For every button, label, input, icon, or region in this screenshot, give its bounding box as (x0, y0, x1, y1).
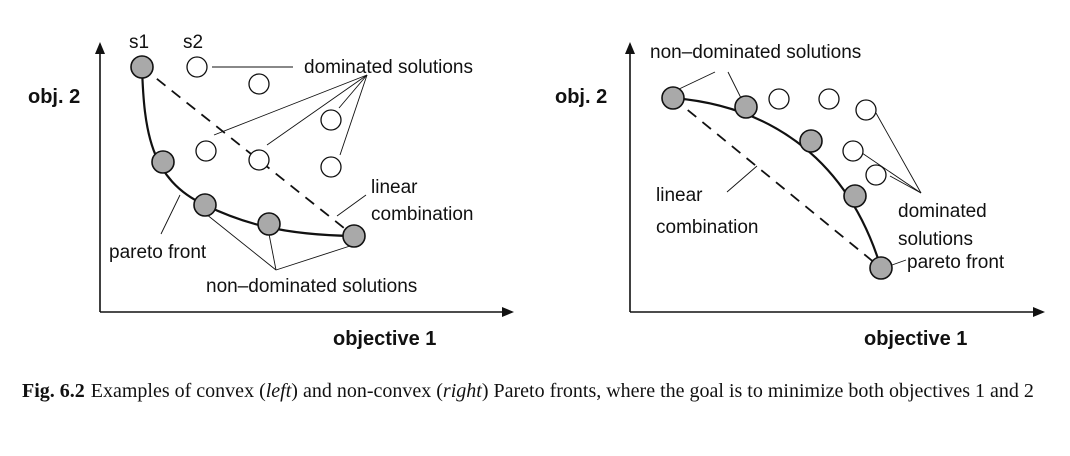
caption-text-2: ) and non-convex ( (291, 380, 443, 402)
caption-left-word: left (265, 380, 292, 402)
caption-text-1: Examples of convex ( (90, 380, 266, 402)
right-dominated-solution (818, 88, 840, 110)
left-dominated-solution (248, 149, 270, 171)
left-pareto-leader (160, 194, 181, 235)
right-nondominated-solution (799, 129, 823, 153)
right-nondominated-label: non–dominated solutions (650, 42, 861, 63)
left-panel: obj. 2 objective 1 (28, 32, 514, 350)
left-nondominated-solution-s1 (130, 55, 154, 79)
right-nondominated-solution (843, 184, 867, 208)
right-linear-label-2: combination (656, 217, 758, 238)
right-nondominated-solution (734, 95, 758, 119)
left-y-axis-label: obj. 2 (28, 86, 80, 108)
left-nondominated-solution (257, 212, 281, 236)
caption-text-3: ) Pareto fronts, where the goal is to mi… (481, 380, 1034, 402)
left-dominated-solution-s2 (186, 56, 208, 78)
pareto-figure: obj. 2 objective 1 (28, 32, 1045, 350)
right-dominated-solution (865, 164, 887, 186)
right-nondominated-solution (661, 86, 685, 110)
left-x-axis-label: objective 1 (333, 328, 436, 350)
left-linear-combination-line (141, 66, 355, 237)
right-nondominated-leaders (676, 71, 743, 101)
left-dominated-solution (195, 140, 217, 162)
left-dominated-solution (320, 109, 342, 131)
figure-caption: Fig. 6.2 Examples of convex (left) and no… (22, 377, 1052, 405)
right-dominated-solution (842, 140, 864, 162)
right-pareto-leader (891, 259, 907, 266)
right-dominated-label-2: solutions (898, 229, 973, 250)
left-dominated-leaders (212, 66, 368, 156)
left-pareto-label: pareto front (109, 242, 207, 263)
right-dominated-solution (855, 99, 877, 121)
right-x-axis-label: objective 1 (864, 328, 967, 350)
left-dominated-solution (248, 73, 270, 95)
left-nondominated-solution (342, 224, 366, 248)
figure-number: Fig. 6.2 (22, 380, 85, 402)
right-pareto-label: pareto front (907, 252, 1005, 273)
left-nondominated-leaders (205, 213, 351, 271)
right-panel: obj. 2 objective 1 no (555, 42, 1045, 350)
left-dominated-solution (320, 156, 342, 178)
left-nondominated-label: non–dominated solutions (206, 276, 417, 297)
right-dominated-label-1: dominated (898, 201, 987, 222)
right-linear-label-1: linear (656, 185, 703, 206)
left-s1-label: s1 (129, 32, 149, 53)
left-nondominated-solution (193, 193, 217, 217)
right-linear-combination-line (672, 97, 882, 269)
left-linear-leader (336, 194, 367, 217)
right-nondominated-solution (869, 256, 893, 280)
right-y-axis-label: obj. 2 (555, 86, 607, 108)
right-dominated-solution (768, 88, 790, 110)
caption-right-word: right (442, 380, 482, 402)
left-dominated-label: dominated solutions (304, 57, 473, 78)
left-s2-label: s2 (183, 32, 203, 53)
left-linear-label-1: linear (371, 177, 418, 198)
left-linear-label-2: combination (371, 204, 473, 225)
right-dominated-leaders (861, 112, 922, 194)
right-linear-leader (726, 165, 758, 193)
right-pareto-front-curve (672, 96, 883, 269)
left-nondominated-solution (151, 150, 175, 174)
